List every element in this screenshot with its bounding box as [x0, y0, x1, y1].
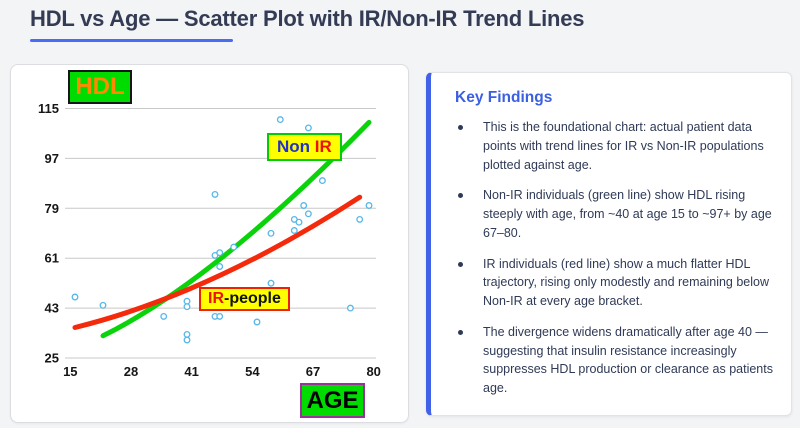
y-tick-label: 97: [45, 151, 59, 166]
scatter-point: [230, 243, 238, 251]
finding-text: IR individuals (red line) show a much fl…: [483, 256, 770, 309]
non-ir-series-label: Non IR: [267, 133, 342, 161]
scatter-point: [304, 210, 312, 218]
x-tick-label: 28: [124, 364, 138, 379]
x-axis-title-age: AGE: [300, 383, 365, 418]
scatter-point: [183, 303, 191, 311]
finding-item: This is the foundational chart: actual p…: [455, 118, 779, 174]
scatter-point: [300, 202, 308, 209]
finding-text: Non-IR individuals (green line) show HDL…: [483, 188, 772, 240]
scatter-point: [216, 249, 224, 257]
finding-item: The divergence widens dramatically after…: [455, 323, 779, 398]
non-ir-label-part2: IR: [314, 137, 332, 156]
age-label-text: AGE: [306, 387, 359, 414]
key-findings-list: This is the foundational chart: actual p…: [455, 118, 779, 398]
key-findings-heading: Key Findings: [455, 89, 553, 106]
finding-item: IR individuals (red line) show a much fl…: [455, 255, 779, 311]
scatter-point: [160, 312, 168, 320]
y-tick-label: 43: [45, 301, 59, 316]
scatter-point: [183, 297, 191, 305]
scatter-point: [216, 263, 224, 270]
key-findings-panel: Key Findings This is the foundational ch…: [426, 72, 792, 416]
hdl-label-text: HDL: [75, 73, 125, 100]
scatter-point: [356, 215, 364, 223]
scatter-point: [295, 218, 303, 226]
ir-series-label: IR-people: [199, 287, 290, 311]
ir-label-part1: IR: [208, 290, 224, 307]
page-title: HDL vs Age — Scatter Plot with IR/Non-IR…: [30, 6, 585, 31]
scatter-point: [183, 330, 191, 338]
scatter-point: [365, 202, 373, 209]
x-tick-label: 15: [63, 364, 77, 379]
finding-item: Non-IR individuals (green line) show HDL…: [455, 186, 779, 242]
bullet-dot-icon: [458, 125, 463, 130]
scatter-point: [267, 279, 275, 287]
y-tick-label: 25: [45, 351, 59, 366]
scatter-point: [71, 293, 79, 301]
scatter-point: [253, 318, 261, 326]
x-tick-label: 41: [184, 364, 198, 379]
y-tick-label: 79: [45, 201, 59, 216]
scatter-point: [216, 312, 224, 320]
trend-line-non-ir: [100, 119, 372, 339]
y-tick-label: 61: [45, 251, 59, 266]
title-underline: [30, 39, 233, 42]
bullet-dot-icon: [458, 261, 463, 267]
bullet-dot-icon: [458, 329, 463, 335]
non-ir-label-part1: Non: [277, 137, 315, 156]
hdl-age-scatter-chart: 25 43 61 79 97 115 15 28 41 54 67 80: [38, 101, 381, 379]
scatter-point: [290, 227, 298, 234]
x-tick-label: 54: [245, 364, 260, 379]
scatter-point: [211, 190, 219, 198]
x-tick-label: 80: [366, 364, 380, 379]
hdl-age-chart-card: 25 43 61 79 97 115 15 28 41 54 67 80 HDL Non IR IR-…: [10, 64, 409, 423]
ir-label-part2: -people: [224, 290, 281, 307]
bullet-dot-icon: [458, 193, 463, 199]
scatter-point: [346, 304, 354, 312]
scatter-point: [99, 301, 107, 309]
y-tick-label: 115: [38, 101, 59, 116]
finding-text: The divergence widens dramatically after…: [483, 324, 773, 395]
y-axis-title-hdl: HDL: [68, 70, 132, 104]
scatter-point: [276, 116, 284, 124]
scatter-point: [183, 336, 191, 344]
x-tick-label: 67: [306, 364, 320, 379]
finding-text: This is the foundational chart: actual p…: [483, 120, 764, 172]
scatter-point: [318, 177, 326, 185]
scatter-point: [304, 124, 312, 132]
trend-line-ir-people: [72, 194, 363, 330]
scatter-point: [267, 229, 275, 237]
